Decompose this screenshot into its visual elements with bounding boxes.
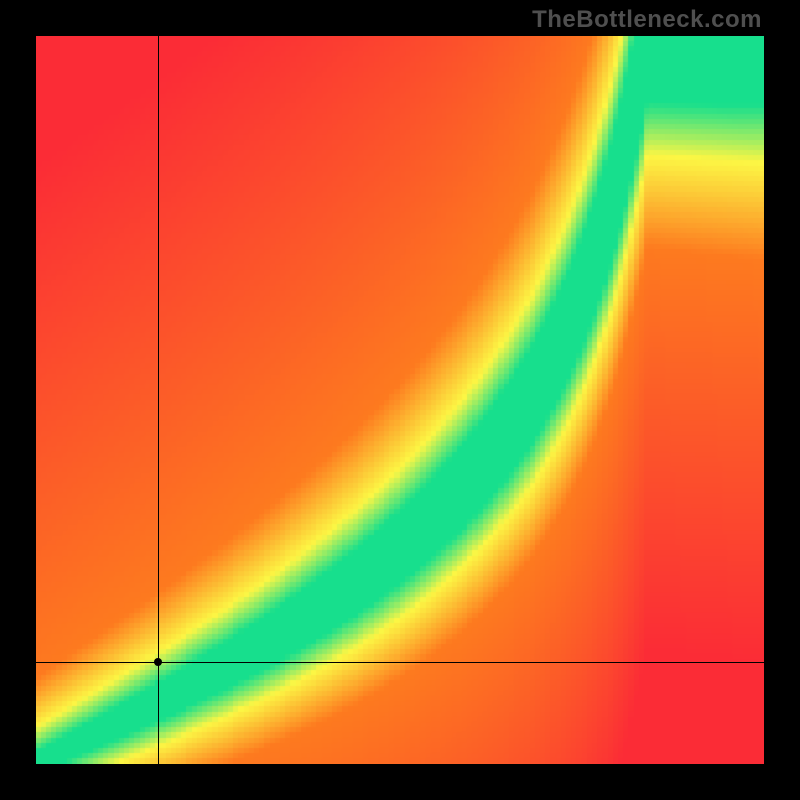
- crosshair-vertical: [158, 36, 159, 764]
- chart-container: TheBottleneck.com: [0, 0, 800, 800]
- watermark-text: TheBottleneck.com: [532, 6, 762, 34]
- crosshair-horizontal: [36, 662, 764, 663]
- bottleneck-heatmap: [36, 36, 764, 764]
